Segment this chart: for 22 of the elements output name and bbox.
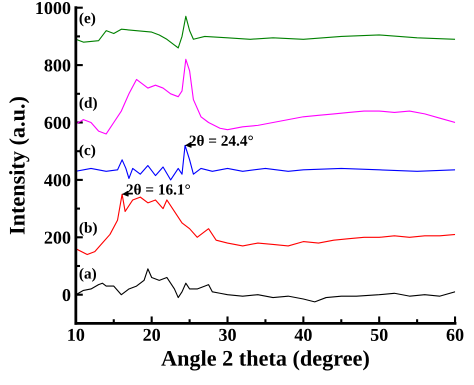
y-tick-label: 0 <box>62 288 70 302</box>
y-tick-label: 400 <box>44 174 70 186</box>
y-tick-label: 200 <box>44 232 70 244</box>
y-tick-label: 1000 <box>36 2 70 14</box>
x-axis-title: Angle 2 theta (degree) <box>161 350 369 371</box>
annotation: 2θ = 16.1° <box>126 184 190 195</box>
series-label: (e) <box>80 12 96 26</box>
series-label: (c) <box>80 144 96 158</box>
y-tick-label: 800 <box>44 59 70 72</box>
x-tick-label: 10 <box>68 328 84 341</box>
annotation: 2θ = 24.4° <box>189 135 253 146</box>
x-tick-label: 30 <box>219 328 236 341</box>
x-tick-label: 50 <box>370 328 388 341</box>
y-tick-label: 600 <box>44 116 70 129</box>
x-tick-label: 20 <box>143 328 160 341</box>
series-label: (a) <box>80 268 96 282</box>
x-tick-label: 60 <box>446 328 464 341</box>
x-tick-label: 40 <box>294 328 312 341</box>
y-axis-title: Intensity (a.u.) <box>9 97 30 234</box>
series-label: (d) <box>80 97 97 112</box>
line-series <box>76 58 456 135</box>
series-label: (b) <box>80 222 97 236</box>
